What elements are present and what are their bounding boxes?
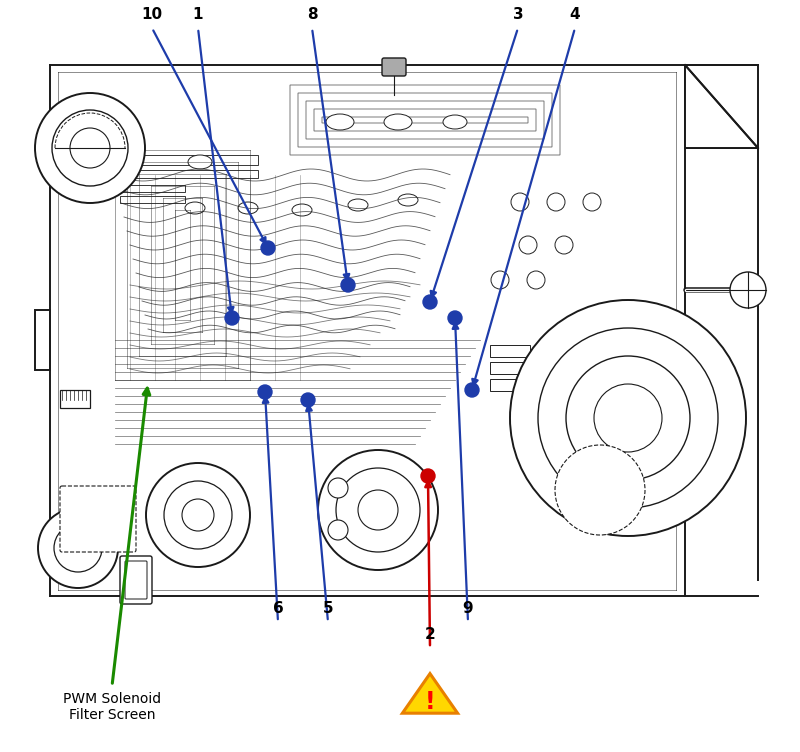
- Text: 8: 8: [306, 7, 318, 22]
- Circle shape: [318, 450, 438, 570]
- Circle shape: [555, 236, 573, 254]
- Circle shape: [538, 328, 718, 508]
- Text: 5: 5: [322, 601, 334, 616]
- Ellipse shape: [348, 199, 368, 211]
- Circle shape: [146, 463, 250, 567]
- FancyBboxPatch shape: [490, 362, 530, 374]
- Text: 1: 1: [193, 7, 203, 22]
- Text: 10: 10: [142, 7, 162, 22]
- Ellipse shape: [398, 194, 418, 206]
- Circle shape: [730, 272, 766, 308]
- Text: PWM Solenoid
Filter Screen: PWM Solenoid Filter Screen: [63, 692, 161, 722]
- FancyBboxPatch shape: [60, 486, 136, 552]
- Circle shape: [70, 128, 110, 168]
- Circle shape: [358, 490, 398, 530]
- Ellipse shape: [188, 155, 212, 169]
- FancyBboxPatch shape: [120, 556, 152, 604]
- Circle shape: [491, 271, 509, 289]
- Circle shape: [35, 93, 145, 203]
- Circle shape: [182, 499, 214, 531]
- Circle shape: [38, 508, 118, 588]
- FancyBboxPatch shape: [120, 155, 258, 165]
- FancyBboxPatch shape: [125, 561, 147, 599]
- Circle shape: [52, 110, 128, 186]
- Polygon shape: [35, 310, 50, 370]
- Ellipse shape: [292, 204, 312, 216]
- Circle shape: [258, 385, 272, 399]
- Circle shape: [164, 481, 232, 549]
- Text: 3: 3: [513, 7, 523, 22]
- Polygon shape: [685, 65, 758, 148]
- Circle shape: [583, 193, 601, 211]
- Text: !: !: [425, 690, 435, 714]
- Circle shape: [225, 311, 239, 325]
- Text: 6: 6: [273, 601, 283, 616]
- Text: 2: 2: [425, 627, 435, 642]
- Circle shape: [566, 356, 690, 480]
- Circle shape: [336, 468, 420, 552]
- Circle shape: [527, 271, 545, 289]
- Circle shape: [510, 300, 746, 536]
- Circle shape: [301, 393, 315, 407]
- Circle shape: [547, 193, 565, 211]
- FancyBboxPatch shape: [382, 58, 406, 76]
- Circle shape: [423, 295, 437, 309]
- Circle shape: [519, 236, 537, 254]
- FancyBboxPatch shape: [490, 345, 530, 357]
- Circle shape: [328, 478, 348, 498]
- FancyBboxPatch shape: [120, 170, 258, 178]
- Circle shape: [465, 383, 479, 397]
- FancyBboxPatch shape: [490, 379, 530, 391]
- Ellipse shape: [384, 114, 412, 130]
- Circle shape: [261, 241, 275, 255]
- Circle shape: [511, 193, 529, 211]
- Circle shape: [594, 384, 662, 452]
- Ellipse shape: [326, 114, 354, 130]
- Ellipse shape: [443, 115, 467, 129]
- Circle shape: [54, 524, 102, 572]
- Text: 4: 4: [570, 7, 580, 22]
- Circle shape: [341, 278, 355, 292]
- Ellipse shape: [185, 202, 205, 214]
- Text: 9: 9: [462, 601, 474, 616]
- Circle shape: [421, 469, 435, 483]
- FancyBboxPatch shape: [120, 185, 185, 192]
- Circle shape: [555, 445, 645, 535]
- Polygon shape: [402, 674, 458, 713]
- FancyBboxPatch shape: [120, 196, 185, 203]
- Circle shape: [448, 311, 462, 325]
- Ellipse shape: [238, 202, 258, 214]
- Circle shape: [328, 520, 348, 540]
- Polygon shape: [60, 390, 90, 408]
